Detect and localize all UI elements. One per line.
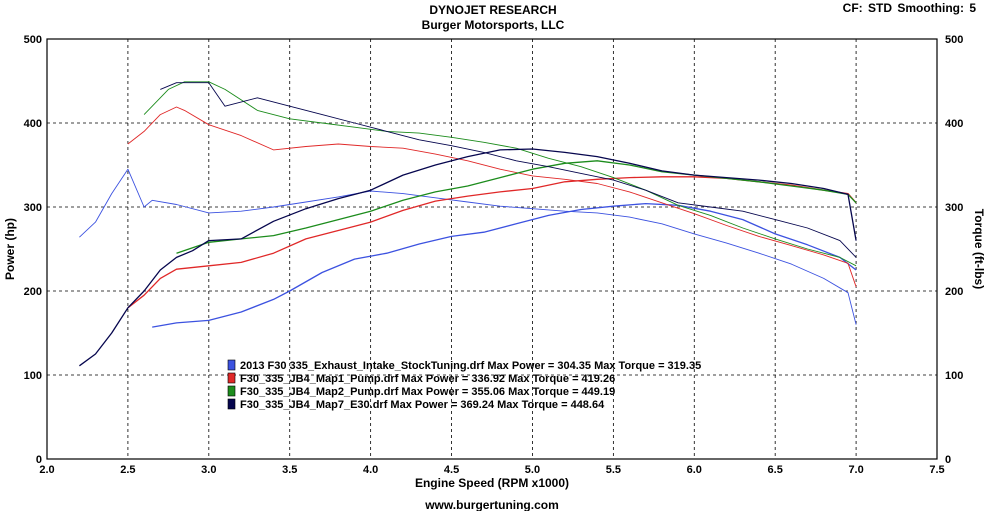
legend-swatch	[227, 359, 236, 371]
right-tick-label: 200	[945, 286, 963, 298]
x-tick-label: 4.0	[363, 464, 378, 476]
right-tick-label: 0	[945, 454, 951, 466]
series-4-power-line	[79, 148, 857, 367]
left-axis-label: Power (hp)	[3, 218, 17, 280]
x-tick-label: 6.0	[687, 464, 702, 476]
x-tick-label: 4.5	[444, 464, 459, 476]
left-tick-label: 200	[24, 286, 42, 298]
legend-swatch	[227, 372, 236, 384]
legend-entry-2: F30_335_JB4_Map1_Pump.drf Max Power = 33…	[240, 373, 615, 385]
x-tick-label: 5.0	[525, 464, 540, 476]
legend-entry-1: 2013 F30 335_Exhaust_Intake_StockTuning.…	[240, 360, 701, 372]
series-1-power-line	[152, 202, 857, 328]
right-axis-ticks: 0 100 200 300 400 500	[945, 34, 963, 466]
grid-lines	[47, 39, 937, 459]
right-axis-label: Torque (ft-lbs)	[972, 209, 986, 289]
left-tick-label: 300	[24, 202, 42, 214]
left-tick-label: 400	[24, 118, 42, 130]
series-4-torque-line	[160, 82, 857, 258]
right-tick-label: 300	[945, 202, 963, 214]
footer-url[interactable]: www.burgertuning.com	[424, 498, 559, 511]
right-tick-label: 500	[945, 34, 963, 46]
series-lines	[79, 81, 857, 367]
series-2-torque-line	[127, 106, 857, 287]
legend-swatch	[227, 398, 236, 410]
x-tick-label: 5.5	[606, 464, 621, 476]
left-tick-label: 0	[36, 454, 42, 466]
legend-swatch	[227, 385, 236, 397]
chart-subtitle: Burger Motorsports, LLC	[421, 18, 565, 32]
series-3-power-line	[176, 160, 857, 254]
plot-frame	[46, 38, 938, 460]
x-tick-label: 3.0	[201, 464, 216, 476]
x-tick-label: 7.5	[929, 464, 944, 476]
x-axis-ticks: 2.0 2.5 3.0 3.5 4.0 4.5 5.0 5.5 6.0 6.5 7.0 7.5	[39, 464, 944, 476]
chart-title: DYNOJET RESEARCH	[429, 3, 557, 17]
left-tick-label: 100	[24, 370, 42, 382]
series-3-torque-line	[143, 81, 857, 267]
x-tick-label: 2.0	[39, 464, 54, 476]
legend-entry-4: F30_335_JB4_Map7_E30.drf Max Power = 369…	[240, 399, 605, 411]
x-axis-label: Engine Speed (RPM x1000)	[415, 476, 569, 490]
legend: 2013 F30 335_Exhaust_Intake_StockTuning.…	[227, 359, 701, 411]
x-tick-label: 7.0	[848, 464, 863, 476]
right-tick-label: 400	[945, 118, 963, 130]
left-axis-ticks: 0 100 200 300 400 500	[24, 34, 42, 466]
x-tick-label: 2.5	[120, 464, 135, 476]
right-tick-label: 100	[945, 370, 963, 382]
series-1-torque-line	[79, 168, 857, 325]
corrections-readout: CF: STD Smoothing: 5	[842, 1, 976, 15]
x-tick-label: 3.5	[282, 464, 297, 476]
left-tick-label: 500	[24, 34, 42, 46]
legend-entry-3: F30_335_JB4_Map2_Pump.drf Max Power = 35…	[240, 386, 615, 398]
x-tick-label: 6.5	[768, 464, 783, 476]
